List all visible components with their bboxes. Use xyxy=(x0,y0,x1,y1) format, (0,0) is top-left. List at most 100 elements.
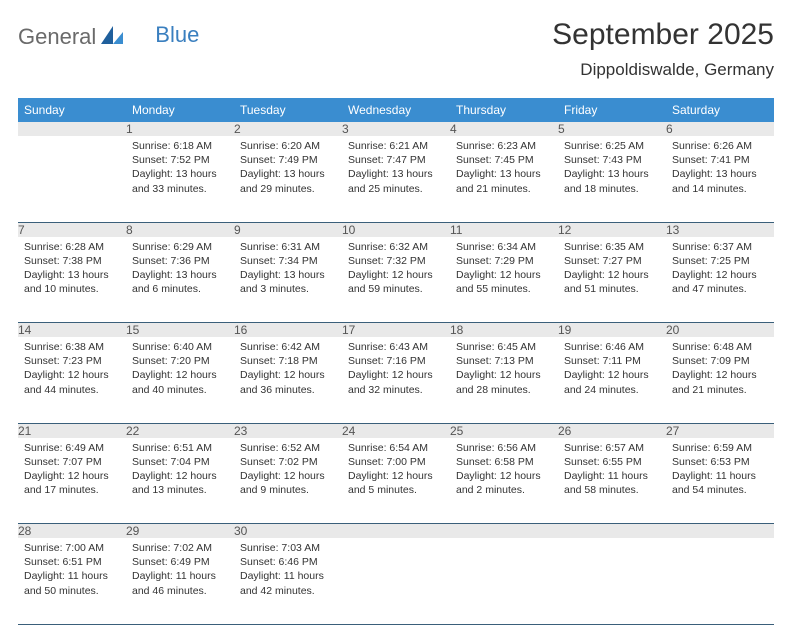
sunset-line: Sunset: 7:52 PM xyxy=(132,153,228,167)
sunset-line: Sunset: 6:46 PM xyxy=(240,555,336,569)
sunset-line: Sunset: 7:25 PM xyxy=(672,254,768,268)
day-content: Sunrise: 6:59 AMSunset: 6:53 PMDaylight:… xyxy=(666,438,774,502)
day-number-cell: 9 xyxy=(234,222,342,237)
day-cell: Sunrise: 6:49 AMSunset: 7:07 PMDaylight:… xyxy=(18,438,126,524)
day-content: Sunrise: 6:40 AMSunset: 7:20 PMDaylight:… xyxy=(126,337,234,401)
logo-mark-icon xyxy=(101,24,123,50)
sunrise-line: Sunrise: 6:32 AM xyxy=(348,240,444,254)
day-number-cell: 26 xyxy=(558,423,666,438)
day-number-cell: 29 xyxy=(126,524,234,539)
week-row: Sunrise: 7:00 AMSunset: 6:51 PMDaylight:… xyxy=(18,538,774,624)
day-cell: Sunrise: 6:37 AMSunset: 7:25 PMDaylight:… xyxy=(666,237,774,323)
sunrise-line: Sunrise: 6:25 AM xyxy=(564,139,660,153)
day-number-row: 78910111213 xyxy=(18,222,774,237)
day-content: Sunrise: 6:34 AMSunset: 7:29 PMDaylight:… xyxy=(450,237,558,301)
day-cell: Sunrise: 6:21 AMSunset: 7:47 PMDaylight:… xyxy=(342,136,450,222)
day-cell xyxy=(18,136,126,222)
day-cell: Sunrise: 6:35 AMSunset: 7:27 PMDaylight:… xyxy=(558,237,666,323)
day-cell xyxy=(558,538,666,624)
day-cell: Sunrise: 6:43 AMSunset: 7:16 PMDaylight:… xyxy=(342,337,450,423)
day-cell: Sunrise: 6:34 AMSunset: 7:29 PMDaylight:… xyxy=(450,237,558,323)
sunrise-line: Sunrise: 6:21 AM xyxy=(348,139,444,153)
daylight-line: Daylight: 11 hours and 58 minutes. xyxy=(564,469,660,497)
weekday-header: Thursday xyxy=(450,98,558,122)
day-content: Sunrise: 6:21 AMSunset: 7:47 PMDaylight:… xyxy=(342,136,450,200)
day-content: Sunrise: 6:43 AMSunset: 7:16 PMDaylight:… xyxy=(342,337,450,401)
day-content: Sunrise: 6:26 AMSunset: 7:41 PMDaylight:… xyxy=(666,136,774,200)
day-content: Sunrise: 6:29 AMSunset: 7:36 PMDaylight:… xyxy=(126,237,234,301)
daylight-line: Daylight: 13 hours and 6 minutes. xyxy=(132,268,228,296)
day-content: Sunrise: 6:49 AMSunset: 7:07 PMDaylight:… xyxy=(18,438,126,502)
daylight-line: Daylight: 13 hours and 14 minutes. xyxy=(672,167,768,195)
day-content: Sunrise: 6:38 AMSunset: 7:23 PMDaylight:… xyxy=(18,337,126,401)
sunrise-line: Sunrise: 6:34 AM xyxy=(456,240,552,254)
day-cell: Sunrise: 6:51 AMSunset: 7:04 PMDaylight:… xyxy=(126,438,234,524)
calendar-body: 123456Sunrise: 6:18 AMSunset: 7:52 PMDay… xyxy=(18,122,774,624)
brand-left: General xyxy=(18,24,96,50)
brand-right: Blue xyxy=(155,22,199,48)
brand-logo: General Blue xyxy=(18,18,199,50)
sunset-line: Sunset: 7:02 PM xyxy=(240,455,336,469)
day-number-cell: 18 xyxy=(450,323,558,338)
sunset-line: Sunset: 7:29 PM xyxy=(456,254,552,268)
day-number-cell: 3 xyxy=(342,122,450,136)
daylight-line: Daylight: 12 hours and 51 minutes. xyxy=(564,268,660,296)
day-number-cell: 23 xyxy=(234,423,342,438)
weekday-header: Monday xyxy=(126,98,234,122)
sunset-line: Sunset: 6:51 PM xyxy=(24,555,120,569)
day-content: Sunrise: 7:02 AMSunset: 6:49 PMDaylight:… xyxy=(126,538,234,602)
day-content: Sunrise: 6:20 AMSunset: 7:49 PMDaylight:… xyxy=(234,136,342,200)
sunset-line: Sunset: 7:07 PM xyxy=(24,455,120,469)
day-number-cell: 28 xyxy=(18,524,126,539)
sunset-line: Sunset: 6:58 PM xyxy=(456,455,552,469)
day-number-cell: 10 xyxy=(342,222,450,237)
sunset-line: Sunset: 7:23 PM xyxy=(24,354,120,368)
sunrise-line: Sunrise: 6:57 AM xyxy=(564,441,660,455)
day-number-cell xyxy=(342,524,450,539)
day-content: Sunrise: 7:00 AMSunset: 6:51 PMDaylight:… xyxy=(18,538,126,602)
daylight-line: Daylight: 11 hours and 50 minutes. xyxy=(24,569,120,597)
day-number-cell: 19 xyxy=(558,323,666,338)
sunrise-line: Sunrise: 6:56 AM xyxy=(456,441,552,455)
calendar-page: General Blue September 2025 Dippoldiswal… xyxy=(0,0,792,635)
day-number-cell: 14 xyxy=(18,323,126,338)
sunrise-line: Sunrise: 6:18 AM xyxy=(132,139,228,153)
day-cell: Sunrise: 6:38 AMSunset: 7:23 PMDaylight:… xyxy=(18,337,126,423)
daylight-line: Daylight: 13 hours and 18 minutes. xyxy=(564,167,660,195)
daylight-line: Daylight: 12 hours and 32 minutes. xyxy=(348,368,444,396)
day-cell: Sunrise: 6:59 AMSunset: 6:53 PMDaylight:… xyxy=(666,438,774,524)
sunrise-line: Sunrise: 6:31 AM xyxy=(240,240,336,254)
sunrise-line: Sunrise: 6:35 AM xyxy=(564,240,660,254)
day-content: Sunrise: 6:23 AMSunset: 7:45 PMDaylight:… xyxy=(450,136,558,200)
sunrise-line: Sunrise: 6:23 AM xyxy=(456,139,552,153)
day-number-cell: 27 xyxy=(666,423,774,438)
day-content: Sunrise: 6:45 AMSunset: 7:13 PMDaylight:… xyxy=(450,337,558,401)
daylight-line: Daylight: 13 hours and 21 minutes. xyxy=(456,167,552,195)
sunrise-line: Sunrise: 6:45 AM xyxy=(456,340,552,354)
sunset-line: Sunset: 7:41 PM xyxy=(672,153,768,167)
day-cell: Sunrise: 7:03 AMSunset: 6:46 PMDaylight:… xyxy=(234,538,342,624)
day-cell: Sunrise: 6:25 AMSunset: 7:43 PMDaylight:… xyxy=(558,136,666,222)
day-content: Sunrise: 6:35 AMSunset: 7:27 PMDaylight:… xyxy=(558,237,666,301)
day-number-cell xyxy=(666,524,774,539)
sunset-line: Sunset: 7:20 PM xyxy=(132,354,228,368)
day-number-row: 21222324252627 xyxy=(18,423,774,438)
day-cell: Sunrise: 6:45 AMSunset: 7:13 PMDaylight:… xyxy=(450,337,558,423)
sunrise-line: Sunrise: 6:54 AM xyxy=(348,441,444,455)
sunset-line: Sunset: 7:16 PM xyxy=(348,354,444,368)
sunrise-line: Sunrise: 6:37 AM xyxy=(672,240,768,254)
title-block: September 2025 Dippoldiswalde, Germany xyxy=(552,18,774,88)
daylight-line: Daylight: 12 hours and 47 minutes. xyxy=(672,268,768,296)
sunrise-line: Sunrise: 6:51 AM xyxy=(132,441,228,455)
day-cell xyxy=(666,538,774,624)
day-cell: Sunrise: 6:52 AMSunset: 7:02 PMDaylight:… xyxy=(234,438,342,524)
daylight-line: Daylight: 13 hours and 33 minutes. xyxy=(132,167,228,195)
day-cell: Sunrise: 6:57 AMSunset: 6:55 PMDaylight:… xyxy=(558,438,666,524)
sunrise-line: Sunrise: 6:42 AM xyxy=(240,340,336,354)
week-row: Sunrise: 6:49 AMSunset: 7:07 PMDaylight:… xyxy=(18,438,774,524)
day-number-cell: 15 xyxy=(126,323,234,338)
day-content: Sunrise: 6:56 AMSunset: 6:58 PMDaylight:… xyxy=(450,438,558,502)
daylight-line: Daylight: 12 hours and 17 minutes. xyxy=(24,469,120,497)
day-number-cell: 1 xyxy=(126,122,234,136)
sunset-line: Sunset: 7:47 PM xyxy=(348,153,444,167)
